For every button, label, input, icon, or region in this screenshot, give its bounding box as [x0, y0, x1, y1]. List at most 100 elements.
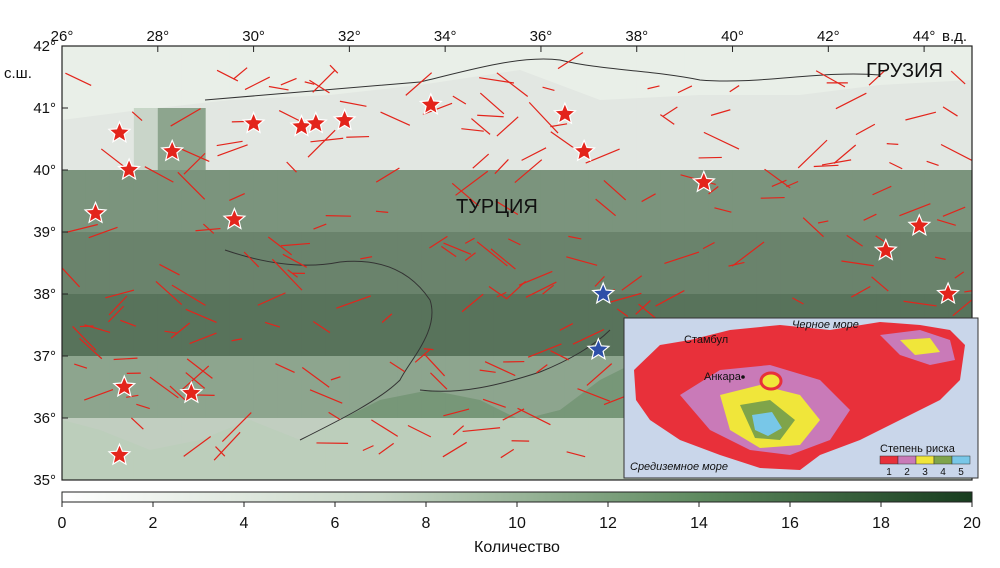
colorbar-label: Количество: [474, 539, 560, 556]
colorbar-tick-label: 0: [58, 515, 67, 532]
fault-line: [542, 284, 555, 295]
grid-cell: [421, 108, 446, 171]
longitude-tick-label: 42°: [817, 28, 840, 45]
fault-line: [760, 196, 785, 199]
grid-cell: [205, 232, 231, 295]
grid-cell: [756, 108, 781, 171]
fault-line: [506, 280, 526, 300]
fault-line: [488, 285, 508, 300]
fault-line: [451, 182, 479, 207]
grid-cell: [349, 294, 374, 357]
fault-line: [164, 330, 178, 334]
fault-line: [514, 159, 543, 183]
grid-cell: [109, 232, 135, 295]
fault-line: [330, 376, 341, 381]
grid-cell: [133, 418, 159, 480]
grid-cell: [684, 108, 710, 171]
grid-cell: [804, 108, 829, 171]
fault-line: [482, 398, 506, 408]
colorbar-tick-label: 16: [781, 515, 799, 532]
grid-cell: [325, 418, 350, 480]
grid-cell: [828, 170, 853, 233]
grid-cell: [62, 418, 87, 480]
grid-cell: [373, 170, 398, 233]
fault-line: [490, 248, 516, 270]
fault-line: [375, 210, 389, 213]
grid-cell: [277, 170, 302, 233]
earthquake-star-red: [418, 92, 443, 116]
fault-line: [550, 350, 569, 361]
fault-line: [282, 253, 308, 268]
earthquake-star-blue: [591, 281, 616, 305]
grid-cell: [205, 108, 231, 171]
grid-cell: [588, 46, 614, 109]
grid-cell: [85, 46, 111, 109]
grid-cell: [924, 232, 949, 295]
grid-cell: [732, 108, 757, 171]
fault-line: [74, 363, 88, 369]
grid-cell: [493, 46, 518, 109]
fault-line: [231, 338, 242, 342]
fault-line: [477, 114, 504, 118]
longitude-tick-label: 40°: [721, 28, 744, 45]
inset-legend-label: 1: [886, 467, 892, 478]
fault-line: [889, 161, 903, 170]
fault-line: [83, 388, 114, 401]
earthquake-star-red: [907, 213, 932, 236]
north-latitude-suffix: с.ш.: [4, 65, 32, 82]
grid-cell: [636, 108, 662, 171]
grid-cell: [804, 46, 829, 109]
fault-line: [375, 167, 400, 183]
grid-cell: [181, 108, 207, 171]
inset-legend-label: 4: [940, 467, 946, 478]
fault-line: [525, 281, 557, 298]
fault-line: [221, 412, 252, 442]
grid-cell: [349, 232, 374, 295]
grid-cell: [684, 46, 710, 109]
grid-cell: [85, 232, 111, 295]
latitude-tick-label: 40°: [33, 162, 56, 179]
grid-cell: [660, 170, 686, 233]
grid-cell: [828, 232, 853, 295]
fault-line: [108, 295, 128, 316]
fault-line: [792, 297, 804, 305]
fault-line: [577, 388, 611, 402]
grid-cell: [517, 294, 542, 357]
grid-cell: [85, 294, 111, 357]
fault-line: [339, 100, 367, 107]
fault-line: [484, 361, 516, 377]
grid-cell: [612, 46, 638, 109]
earthquake-star-red: [83, 200, 108, 224]
inset-risk-map: Стамбул Анкара Черное море Средиземное м…: [623, 317, 979, 479]
grid-cell: [397, 170, 422, 233]
grid-cell: [421, 232, 446, 295]
grid-cell: [852, 170, 877, 233]
fault-line: [229, 192, 245, 202]
fault-line: [378, 442, 394, 455]
fault-line: [655, 290, 685, 307]
inset-sea-south: Средиземное море: [630, 461, 728, 473]
fault-line: [557, 52, 584, 70]
fault-line: [566, 451, 586, 458]
grid-cell: [540, 418, 566, 480]
fault-line: [664, 251, 700, 265]
fault-line: [461, 293, 484, 313]
fault-line: [585, 148, 620, 164]
earthquake-star-red: [572, 138, 596, 162]
grid-cell: [229, 294, 255, 357]
fault-line: [572, 329, 605, 345]
fault-line: [550, 123, 568, 128]
fault-line: [380, 111, 411, 126]
grid-cell: [62, 232, 87, 295]
grid-cell: [109, 170, 135, 233]
colorbar-tick-label: 8: [422, 515, 431, 532]
grid-cell: [684, 232, 710, 295]
grid-cell: [325, 46, 350, 109]
fault-line: [817, 220, 829, 224]
fault-line: [677, 85, 693, 94]
fault-line: [872, 185, 892, 196]
colorbar-tick-label: 2: [149, 515, 158, 532]
fault-line: [714, 207, 732, 213]
fault-line: [621, 275, 643, 291]
fault-line: [899, 203, 931, 217]
